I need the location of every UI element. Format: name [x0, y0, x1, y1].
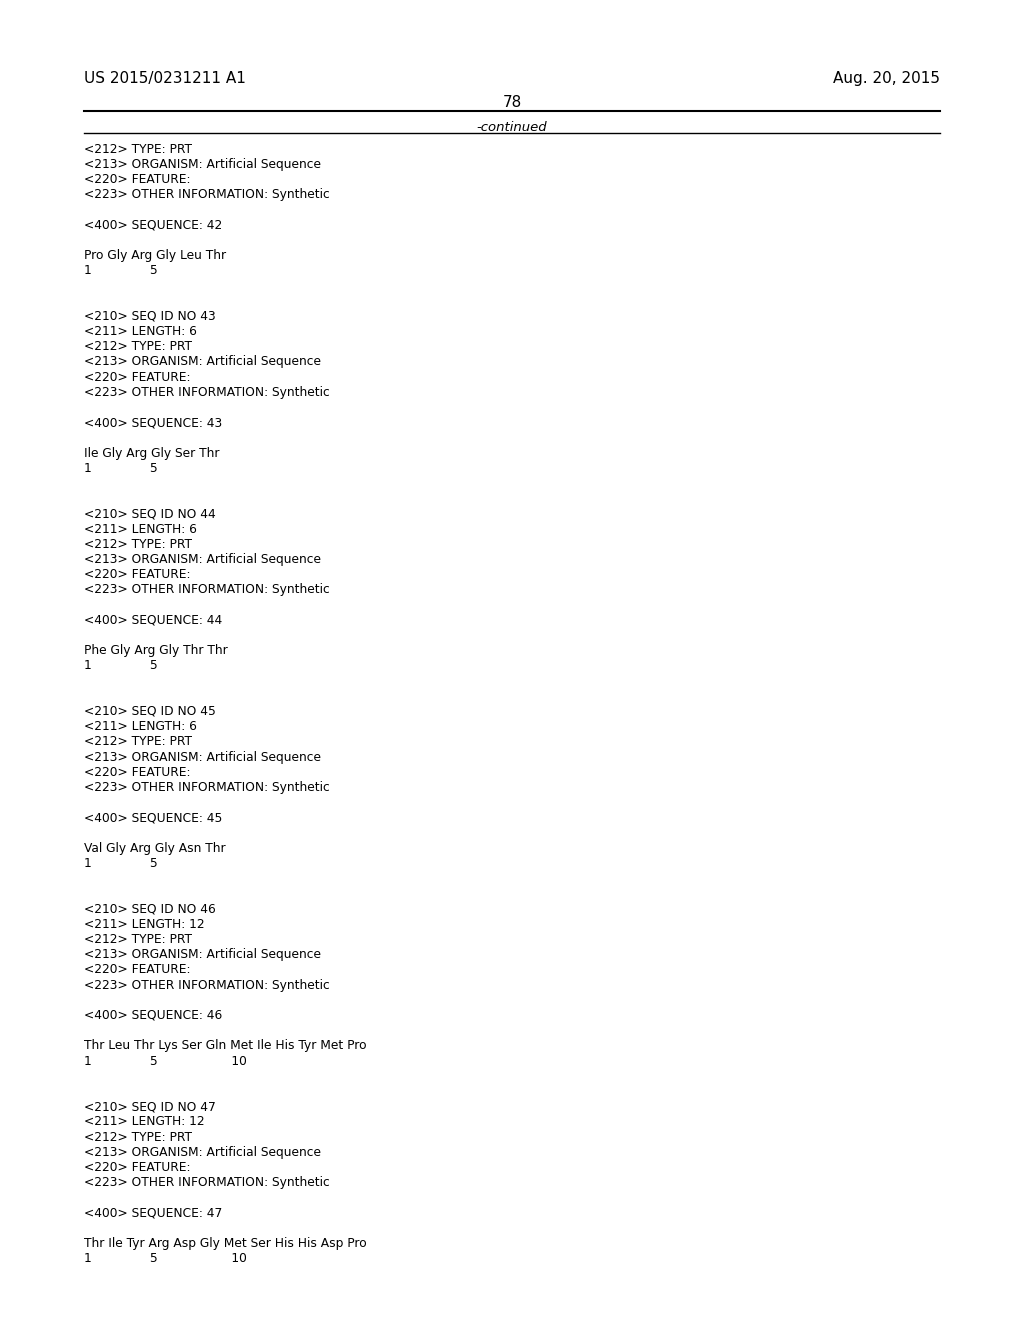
Text: <223> OTHER INFORMATION: Synthetic: <223> OTHER INFORMATION: Synthetic: [84, 1176, 330, 1189]
Text: <220> FEATURE:: <220> FEATURE:: [84, 1162, 190, 1173]
Text: 1               5: 1 5: [84, 264, 158, 277]
Text: <223> OTHER INFORMATION: Synthetic: <223> OTHER INFORMATION: Synthetic: [84, 978, 330, 991]
Text: <211> LENGTH: 6: <211> LENGTH: 6: [84, 721, 197, 733]
Text: -continued: -continued: [477, 121, 547, 135]
Text: <223> OTHER INFORMATION: Synthetic: <223> OTHER INFORMATION: Synthetic: [84, 189, 330, 201]
Text: Aug. 20, 2015: Aug. 20, 2015: [834, 71, 940, 86]
Text: <223> OTHER INFORMATION: Synthetic: <223> OTHER INFORMATION: Synthetic: [84, 583, 330, 597]
Text: Thr Ile Tyr Arg Asp Gly Met Ser His His Asp Pro: Thr Ile Tyr Arg Asp Gly Met Ser His His …: [84, 1237, 367, 1250]
Text: <223> OTHER INFORMATION: Synthetic: <223> OTHER INFORMATION: Synthetic: [84, 385, 330, 399]
Text: Phe Gly Arg Gly Thr Thr: Phe Gly Arg Gly Thr Thr: [84, 644, 227, 657]
Text: <210> SEQ ID NO 44: <210> SEQ ID NO 44: [84, 507, 216, 520]
Text: 1               5: 1 5: [84, 857, 158, 870]
Text: Thr Leu Thr Lys Ser Gln Met Ile His Tyr Met Pro: Thr Leu Thr Lys Ser Gln Met Ile His Tyr …: [84, 1039, 367, 1052]
Text: <220> FEATURE:: <220> FEATURE:: [84, 766, 190, 779]
Text: <400> SEQUENCE: 46: <400> SEQUENCE: 46: [84, 1008, 222, 1022]
Text: <220> FEATURE:: <220> FEATURE:: [84, 371, 190, 384]
Text: <211> LENGTH: 6: <211> LENGTH: 6: [84, 523, 197, 536]
Text: <212> TYPE: PRT: <212> TYPE: PRT: [84, 537, 191, 550]
Text: 1               5                   10: 1 5 10: [84, 1253, 247, 1265]
Text: <212> TYPE: PRT: <212> TYPE: PRT: [84, 143, 191, 156]
Text: 1               5: 1 5: [84, 660, 158, 672]
Text: <400> SEQUENCE: 45: <400> SEQUENCE: 45: [84, 812, 222, 825]
Text: <212> TYPE: PRT: <212> TYPE: PRT: [84, 1130, 191, 1143]
Text: Ile Gly Arg Gly Ser Thr: Ile Gly Arg Gly Ser Thr: [84, 446, 219, 459]
Text: <210> SEQ ID NO 47: <210> SEQ ID NO 47: [84, 1100, 216, 1113]
Text: <213> ORGANISM: Artificial Sequence: <213> ORGANISM: Artificial Sequence: [84, 355, 321, 368]
Text: 1               5: 1 5: [84, 462, 158, 475]
Text: <400> SEQUENCE: 44: <400> SEQUENCE: 44: [84, 614, 222, 627]
Text: <400> SEQUENCE: 42: <400> SEQUENCE: 42: [84, 219, 222, 231]
Text: <213> ORGANISM: Artificial Sequence: <213> ORGANISM: Artificial Sequence: [84, 948, 321, 961]
Text: <211> LENGTH: 6: <211> LENGTH: 6: [84, 325, 197, 338]
Text: Pro Gly Arg Gly Leu Thr: Pro Gly Arg Gly Leu Thr: [84, 249, 226, 261]
Text: <211> LENGTH: 12: <211> LENGTH: 12: [84, 1115, 205, 1129]
Text: <220> FEATURE:: <220> FEATURE:: [84, 173, 190, 186]
Text: <400> SEQUENCE: 47: <400> SEQUENCE: 47: [84, 1206, 222, 1220]
Text: 1               5                   10: 1 5 10: [84, 1055, 247, 1068]
Text: <211> LENGTH: 12: <211> LENGTH: 12: [84, 917, 205, 931]
Text: <212> TYPE: PRT: <212> TYPE: PRT: [84, 933, 191, 946]
Text: <220> FEATURE:: <220> FEATURE:: [84, 568, 190, 581]
Text: Val Gly Arg Gly Asn Thr: Val Gly Arg Gly Asn Thr: [84, 842, 225, 855]
Text: <213> ORGANISM: Artificial Sequence: <213> ORGANISM: Artificial Sequence: [84, 1146, 321, 1159]
Text: <213> ORGANISM: Artificial Sequence: <213> ORGANISM: Artificial Sequence: [84, 158, 321, 170]
Text: <220> FEATURE:: <220> FEATURE:: [84, 964, 190, 977]
Text: <210> SEQ ID NO 46: <210> SEQ ID NO 46: [84, 903, 216, 916]
Text: 78: 78: [503, 95, 521, 110]
Text: <223> OTHER INFORMATION: Synthetic: <223> OTHER INFORMATION: Synthetic: [84, 781, 330, 793]
Text: <210> SEQ ID NO 43: <210> SEQ ID NO 43: [84, 310, 216, 323]
Text: <400> SEQUENCE: 43: <400> SEQUENCE: 43: [84, 416, 222, 429]
Text: <212> TYPE: PRT: <212> TYPE: PRT: [84, 735, 191, 748]
Text: <210> SEQ ID NO 45: <210> SEQ ID NO 45: [84, 705, 216, 718]
Text: <212> TYPE: PRT: <212> TYPE: PRT: [84, 341, 191, 354]
Text: US 2015/0231211 A1: US 2015/0231211 A1: [84, 71, 246, 86]
Text: <213> ORGANISM: Artificial Sequence: <213> ORGANISM: Artificial Sequence: [84, 751, 321, 763]
Text: <213> ORGANISM: Artificial Sequence: <213> ORGANISM: Artificial Sequence: [84, 553, 321, 566]
